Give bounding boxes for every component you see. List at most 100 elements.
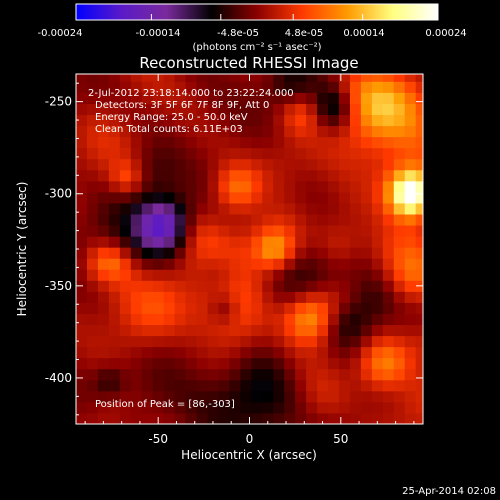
heatmap-cell: [152, 291, 165, 303]
heatmap-cell: [218, 412, 230, 424]
heatmap-cell: [196, 225, 208, 237]
heatmap-cell: [218, 125, 230, 138]
heatmap-cell: [262, 147, 274, 160]
heatmap-cell: [76, 103, 88, 116]
heatmap-cell: [229, 236, 241, 248]
heatmap-cell: [229, 74, 241, 82]
heatmap-cell: [295, 74, 307, 82]
heatmap-cell: [240, 412, 252, 424]
heatmap-cell: [404, 74, 417, 82]
heatmap-cell: [295, 114, 307, 127]
heatmap-cell: [328, 346, 340, 359]
heatmap-cell: [174, 202, 187, 215]
heatmap-cell: [393, 258, 406, 270]
heatmap-cell: [328, 114, 340, 127]
heatmap-cell: [207, 258, 219, 270]
heatmap-cell: [174, 180, 187, 193]
heatmap-cell: [284, 269, 296, 281]
heatmap-cell: [404, 81, 417, 93]
heatmap-cell: [218, 114, 230, 127]
heatmap-cell: [240, 136, 252, 149]
heatmap-cell: [152, 81, 165, 93]
heatmap-cell: [262, 202, 274, 215]
heatmap-cell: [415, 324, 423, 337]
heatmap-cell: [295, 401, 307, 414]
heatmap-cell: [174, 247, 187, 259]
heatmap-cell: [86, 169, 99, 182]
heatmap-cell: [415, 191, 423, 204]
heatmap-cell: [251, 125, 263, 138]
heatmap-cell: [130, 125, 143, 138]
heatmap-cell: [284, 390, 296, 403]
heatmap-cell: [97, 379, 110, 392]
heatmap-cell: [382, 247, 395, 259]
heatmap-cell: [196, 412, 208, 424]
heatmap-cell: [163, 313, 176, 326]
heatmap-cell: [349, 379, 362, 392]
heatmap-cell: [262, 225, 274, 237]
heatmap-cell: [130, 247, 143, 259]
heatmap-cell: [415, 412, 423, 424]
heatmap-cell: [295, 247, 307, 259]
heatmap-cell: [415, 401, 423, 414]
heatmap-cell: [218, 202, 230, 215]
heatmap-cell: [152, 114, 165, 127]
heatmap-cell: [328, 291, 340, 303]
heatmap-cell: [97, 158, 110, 171]
colorbar: [76, 4, 438, 20]
heatmap-cell: [76, 357, 88, 370]
heatmap-cell: [349, 158, 362, 171]
heatmap-cell: [306, 169, 318, 182]
heatmap-cell: [119, 81, 132, 93]
heatmap-cell: [295, 357, 307, 370]
heatmap-cell: [196, 247, 208, 259]
heatmap-cell: [404, 302, 417, 314]
heatmap-cell: [328, 103, 340, 116]
heatmap-cell: [306, 125, 318, 138]
heatmap-cell: [404, 191, 417, 204]
heatmap-cell: [240, 147, 252, 160]
heatmap-cell: [251, 147, 263, 160]
heatmap-cell: [76, 169, 88, 182]
heatmap-cell: [415, 214, 423, 226]
heatmap-cell: [404, 280, 417, 292]
heatmap-cell: [393, 103, 406, 116]
heatmap-cell: [306, 335, 318, 348]
heatmap-cell: [306, 103, 318, 116]
heatmap-cell: [86, 412, 99, 424]
heatmap-cell: [306, 412, 318, 424]
heatmap-cell: [295, 191, 307, 204]
heatmap-cell: [207, 247, 219, 259]
heatmap-cell: [404, 169, 417, 182]
heatmap-cell: [415, 81, 423, 93]
heatmap-cell: [415, 247, 423, 259]
heatmap-cell: [76, 136, 88, 149]
heatmap-cell: [86, 368, 99, 381]
heatmap-cell: [152, 247, 165, 259]
heatmap-cell: [130, 258, 143, 270]
heatmap-cell: [360, 92, 373, 104]
heatmap-cell: [174, 269, 187, 281]
heatmap-cell: [218, 74, 230, 82]
heatmap-cell: [108, 247, 121, 259]
heatmap-cell: [273, 302, 285, 314]
heatmap-cell: [338, 247, 351, 259]
heatmap-cell: [404, 236, 417, 248]
heatmap-cell: [108, 412, 121, 424]
heatmap-cell: [251, 180, 263, 193]
heatmap-cell: [328, 74, 340, 82]
heatmap-cell: [76, 147, 88, 160]
heatmap-cell: [119, 214, 132, 226]
heatmap-cell: [284, 357, 296, 370]
heatmap-cell: [328, 335, 340, 348]
heatmap-cell: [174, 280, 187, 292]
heatmap-cell: [185, 335, 198, 348]
heatmap-cell: [240, 225, 252, 237]
heatmap-cell: [174, 258, 187, 270]
heatmap-cell: [218, 346, 230, 359]
heatmap-image: [76, 74, 423, 424]
heatmap-cell: [229, 379, 241, 392]
heatmap-cell: [382, 158, 395, 171]
heatmap-cell: [349, 247, 362, 259]
heatmap-cell: [273, 180, 285, 193]
